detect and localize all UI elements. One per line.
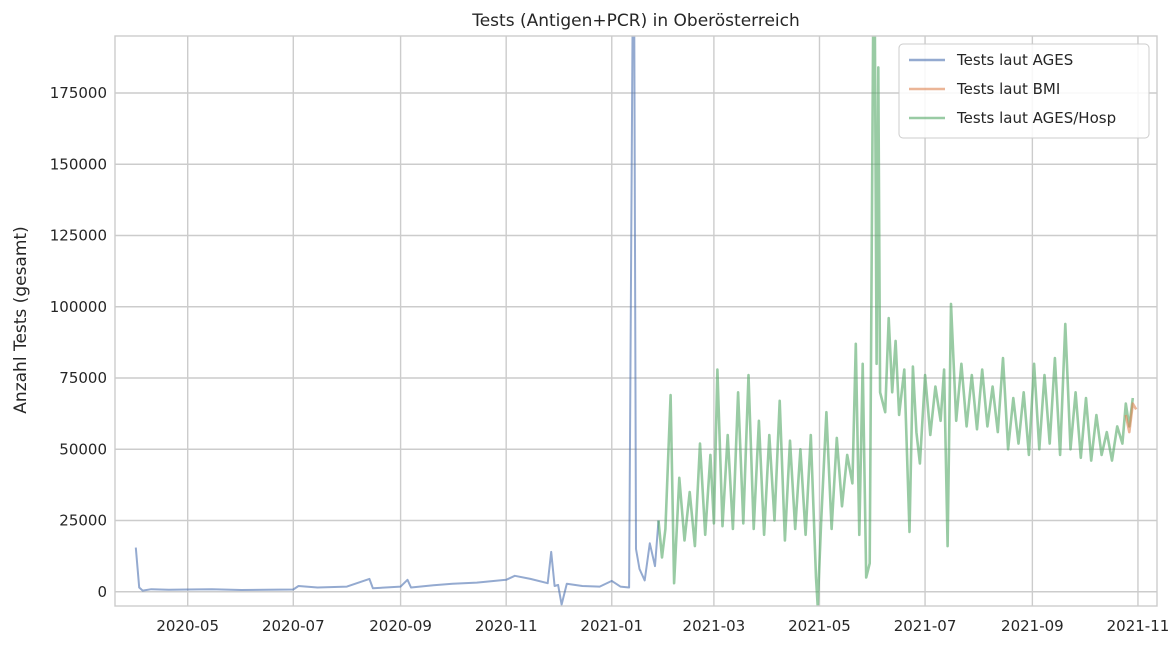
y-tick-label: 75000 xyxy=(59,369,107,387)
legend-box xyxy=(898,43,1150,139)
x-tick-label: 2020-09 xyxy=(369,617,432,635)
x-tick-label: 2020-11 xyxy=(475,617,538,635)
series-line-tests-laut-bmi xyxy=(1124,402,1138,434)
y-tick-label: 150000 xyxy=(50,155,107,173)
x-tick-label: 2020-07 xyxy=(262,617,325,635)
legend-label-ages-hosp: Tests laut AGES/Hosp xyxy=(956,109,1116,127)
x-tick-label: 2021-07 xyxy=(894,617,957,635)
x-tick-labels: 2020-05 2020-07 2020-09 2020-11 2021-01 2021-… xyxy=(156,617,1168,635)
legend-label-ages: Tests laut AGES xyxy=(956,51,1073,69)
y-tick-label: 100000 xyxy=(50,298,107,316)
series-line-tests-laut-ages-hosp xyxy=(657,36,1135,606)
x-tick-label: 2021-03 xyxy=(683,617,746,635)
y-tick-label: 50000 xyxy=(59,440,107,458)
series-lines xyxy=(134,36,1138,606)
legend-label-bmi: Tests laut BMI xyxy=(956,80,1060,98)
x-tick-label: 2021-09 xyxy=(1001,617,1064,635)
y-tick-label: 0 xyxy=(97,583,107,601)
y-tick-label: 25000 xyxy=(59,512,107,530)
x-tick-label: 2020-05 xyxy=(156,617,219,635)
x-tick-label: 2021-05 xyxy=(788,617,851,635)
y-tick-labels: 0 25000 50000 75000 100000 125000 150000 175000 xyxy=(50,84,107,601)
x-tick-label: 2021-01 xyxy=(580,617,643,635)
series-line-tests-laut-ages xyxy=(134,36,660,606)
plot-frame xyxy=(114,35,1158,607)
legend: Tests laut AGES Tests laut BMI Tests lau… xyxy=(898,43,1150,139)
y-tick-label: 125000 xyxy=(50,227,107,245)
chart-title: Tests (Antigen+PCR) in Oberösterreich xyxy=(471,11,800,31)
x-tick-label: 2021-11 xyxy=(1107,617,1168,635)
y-axis-label: Anzahl Tests (gesamt) xyxy=(11,226,31,413)
y-tick-label: 175000 xyxy=(50,84,107,102)
